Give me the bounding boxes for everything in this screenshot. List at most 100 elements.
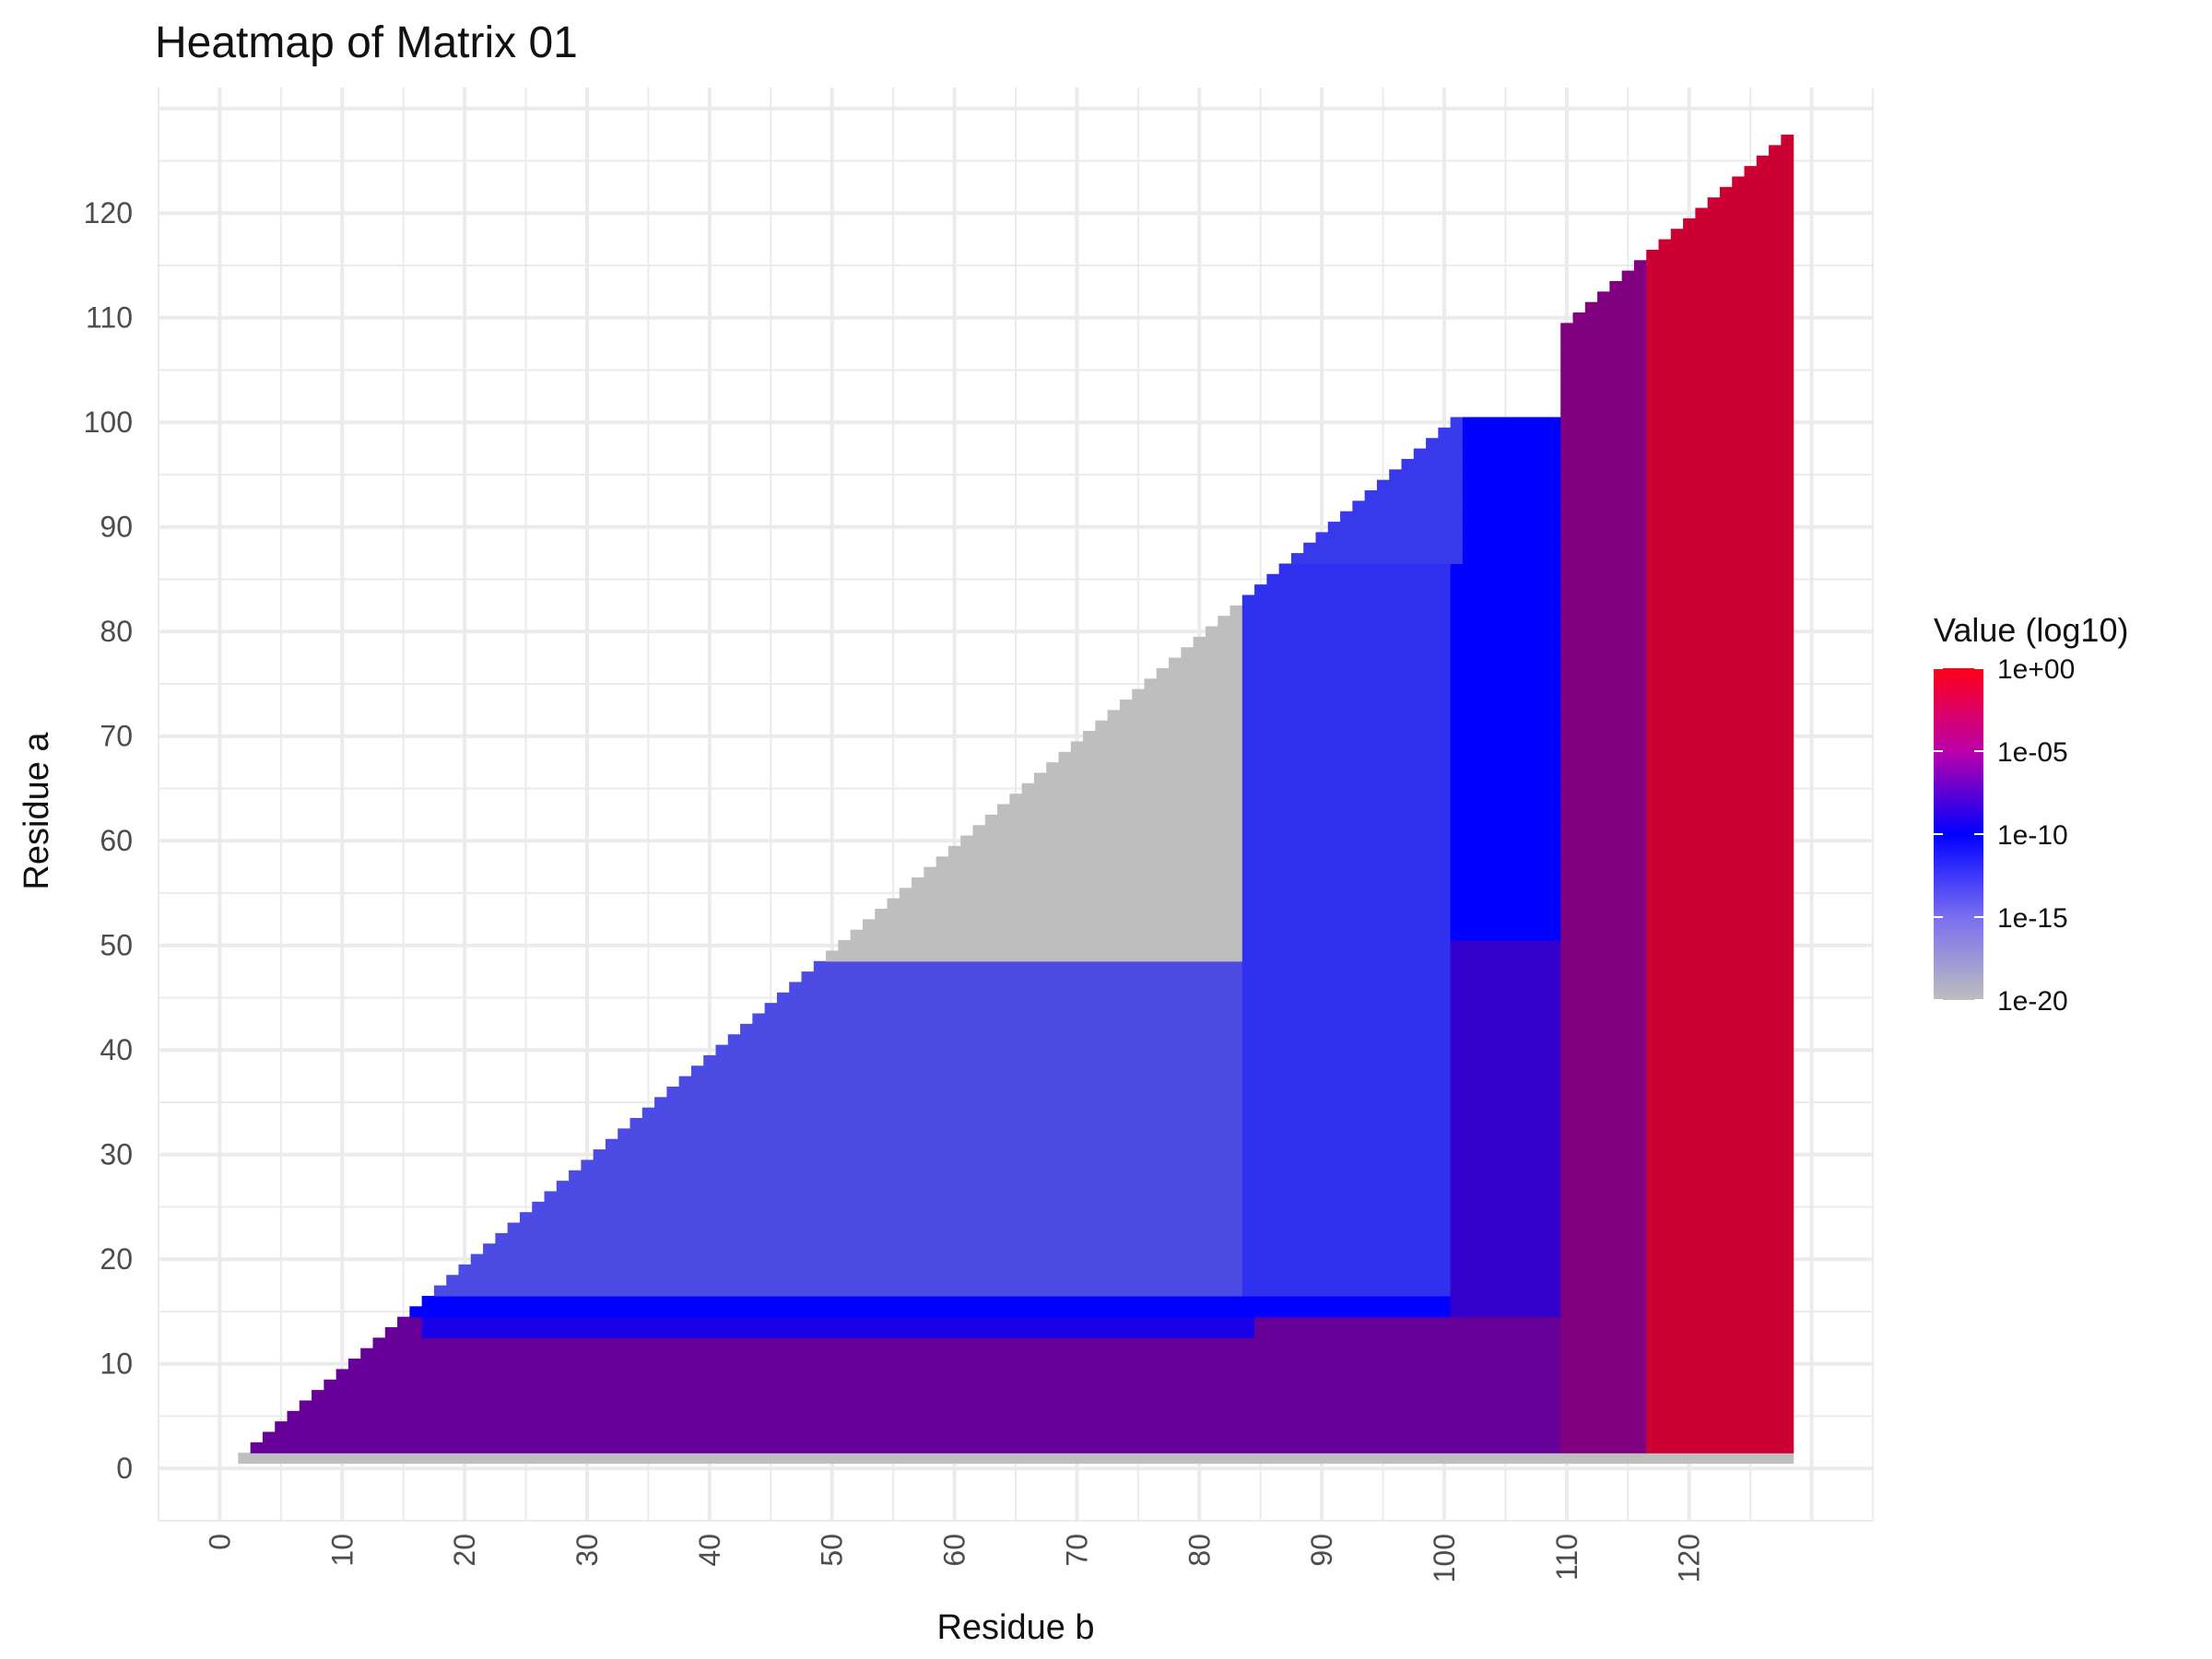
- heatmap-cell: [1241, 919, 1452, 931]
- heatmap-cell: [1327, 522, 1464, 533]
- heatmap-cell: [1560, 1097, 1647, 1109]
- heatmap-cell: [887, 898, 1243, 910]
- heatmap-cell: [1450, 1222, 1561, 1234]
- y-tick-label: 120: [84, 196, 133, 229]
- heatmap-cell: [1450, 1253, 1561, 1265]
- heatmap-cell: [1450, 909, 1561, 920]
- heatmap-cell: [1646, 720, 1794, 732]
- heatmap-cell: [1646, 1181, 1794, 1193]
- heatmap-cell: [715, 1044, 1243, 1056]
- heatmap-cell: [1450, 1285, 1561, 1297]
- heatmap-cell: [1218, 616, 1243, 628]
- heatmap-cell: [1450, 1065, 1561, 1077]
- heatmap-cell: [1560, 469, 1647, 481]
- y-tick-label: 10: [100, 1347, 133, 1381]
- heatmap-cell: [1646, 1359, 1794, 1371]
- heatmap-cell: [1462, 511, 1561, 523]
- heatmap-cell: [1560, 835, 1647, 847]
- heatmap-cell: [446, 1275, 1243, 1287]
- heatmap-cell: [1450, 751, 1561, 763]
- heatmap-cell: [1241, 825, 1452, 837]
- heatmap-cell: [678, 1076, 1243, 1088]
- heatmap-cell: [1560, 731, 1647, 742]
- heatmap-cell: [1560, 992, 1647, 1004]
- heatmap-cell: [1462, 458, 1561, 470]
- heatmap-cell: [1646, 469, 1794, 481]
- heatmap-cell: [1241, 667, 1452, 679]
- heatmap-cell: [1560, 364, 1647, 376]
- heatmap-cell: [1450, 772, 1561, 784]
- heatmap-cell: [1450, 1264, 1561, 1276]
- heatmap-cell: [1241, 1086, 1452, 1098]
- heatmap-cell: [1241, 866, 1452, 878]
- heatmap-cell: [1646, 542, 1794, 554]
- y-tick-label: 0: [116, 1452, 133, 1485]
- heatmap-cell: [1560, 1044, 1647, 1056]
- heatmap-cell: [1241, 1097, 1452, 1109]
- heatmap-cell: [1646, 1306, 1794, 1318]
- heatmap-cell: [1462, 479, 1561, 491]
- heatmap-cell: [1560, 1421, 1647, 1433]
- heatmap-cell: [1450, 1118, 1561, 1129]
- heatmap-cell: [287, 1410, 1561, 1422]
- heatmap-cell: [1450, 741, 1561, 753]
- heatmap-cell: [1132, 688, 1243, 700]
- heatmap-cell: [1241, 877, 1452, 888]
- heatmap-cell: [1450, 720, 1561, 732]
- heatmap-cell: [1560, 511, 1647, 523]
- heatmap-cell: [1560, 751, 1647, 763]
- heatmap-cell: [1241, 751, 1452, 763]
- heatmap-cell: [1646, 1128, 1794, 1140]
- heatmap-cell: [1241, 1201, 1452, 1213]
- y-tick-label: 30: [100, 1138, 133, 1171]
- heatmap-cell: [1560, 1316, 1647, 1328]
- heatmap-cell: [1241, 1264, 1452, 1276]
- heatmap-cell: [1560, 1118, 1647, 1129]
- heatmap-cell: [1646, 835, 1794, 847]
- heatmap-cell: [1450, 888, 1561, 900]
- heatmap-cell: [1560, 929, 1647, 941]
- heatmap-cell: [1560, 500, 1647, 512]
- heatmap-cell: [275, 1421, 1561, 1433]
- heatmap-cell: [1070, 741, 1243, 753]
- heatmap-cell: [1646, 448, 1794, 460]
- heatmap-cell: [1646, 636, 1794, 648]
- heatmap-cell: [1450, 616, 1561, 628]
- heatmap-cell: [1646, 804, 1794, 816]
- x-tick-label: 50: [816, 1534, 849, 1567]
- heatmap-cell: [1450, 1076, 1561, 1088]
- heatmap-cell: [1646, 888, 1794, 900]
- heatmap-cell: [1241, 1013, 1452, 1025]
- heatmap-cell: [862, 919, 1243, 931]
- heatmap-cell: [1450, 845, 1561, 857]
- heatmap-cell: [1646, 1410, 1794, 1422]
- heatmap-cell: [1462, 522, 1561, 533]
- heatmap-cell: [1560, 626, 1647, 638]
- heatmap-cell: [605, 1138, 1243, 1150]
- heatmap-cell: [1560, 1347, 1647, 1359]
- heatmap-cell: [1450, 647, 1561, 659]
- heatmap-cell: [690, 1065, 1243, 1077]
- heatmap-cell: [1241, 772, 1452, 784]
- heatmap-cell: [1241, 1212, 1452, 1224]
- heatmap-cell: [409, 1306, 1452, 1318]
- heatmap-cell: [1241, 856, 1452, 868]
- heatmap-cell: [1646, 1441, 1794, 1453]
- heatmap-cell: [262, 1431, 1561, 1443]
- heatmap-cell: [1241, 1149, 1452, 1161]
- heatmap-cell: [1438, 427, 1464, 439]
- heatmap-cell: [1560, 354, 1647, 366]
- heatmap-cell: [1560, 667, 1647, 679]
- heatmap-cell: [483, 1243, 1243, 1255]
- heatmap-cell: [1646, 940, 1794, 952]
- heatmap-cell: [1450, 626, 1561, 638]
- y-axis-ticks: 0 10 20 30 40 50 60 70 80 90 100 110 120: [84, 196, 133, 1485]
- y-tick-label: 20: [100, 1242, 133, 1276]
- heatmap-cell: [1241, 1191, 1452, 1203]
- heatmap-cell: [1560, 1076, 1647, 1088]
- heatmap-cell: [1646, 1149, 1794, 1161]
- heatmap-cell: [1241, 1170, 1452, 1182]
- legend-label: 1e-10: [1997, 820, 2068, 851]
- heatmap-cell: [1462, 500, 1561, 512]
- heatmap-cell: [1241, 982, 1452, 994]
